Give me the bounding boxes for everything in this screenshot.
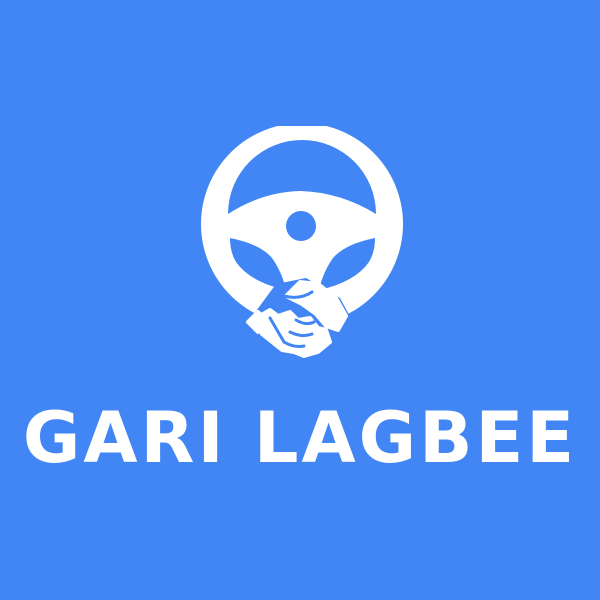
steering-wheel-handshake-icon: [201, 126, 403, 358]
brand-name: GARI LAGBEE: [22, 397, 578, 479]
